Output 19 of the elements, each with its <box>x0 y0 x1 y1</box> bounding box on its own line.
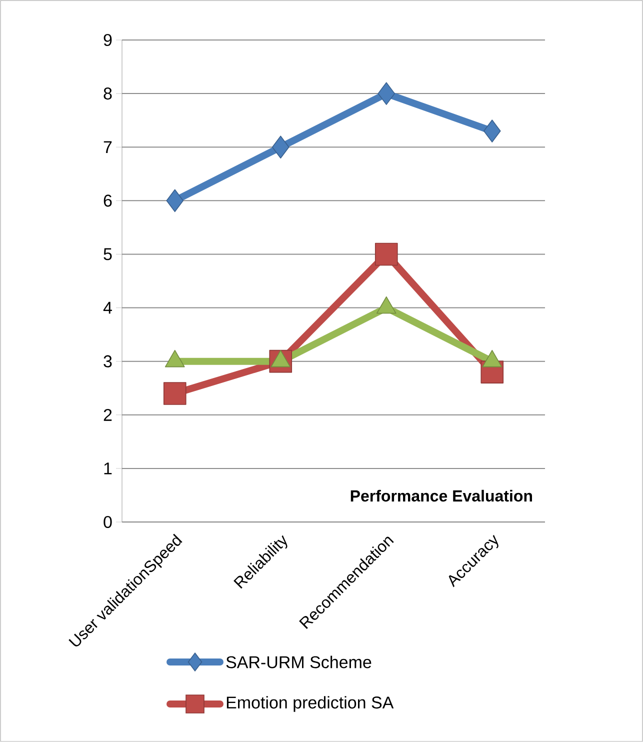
y-tick-label: 1 <box>104 462 112 474</box>
y-tick-label: 6 <box>104 194 112 207</box>
annotation: Performance Evaluation <box>350 490 532 502</box>
y-tick-label: 7 <box>104 141 112 153</box>
point <box>272 136 290 159</box>
point <box>166 189 184 212</box>
point <box>163 382 186 405</box>
y-tick-label: 3 <box>104 355 112 368</box>
point <box>483 120 501 142</box>
y-tick-label: 0 <box>104 516 112 528</box>
y-tick-label: 8 <box>104 88 112 100</box>
point <box>378 82 396 105</box>
legend-label: SAR-URM Scheme <box>226 656 372 668</box>
y-tick-label: 4 <box>103 302 112 314</box>
legend-label: Emotion prediction SA <box>226 696 394 712</box>
y-tick-label: 9 <box>104 34 112 46</box>
y-tick-label: 5 <box>104 248 112 260</box>
point <box>374 242 398 266</box>
y-tick-label: 2 <box>104 408 112 421</box>
